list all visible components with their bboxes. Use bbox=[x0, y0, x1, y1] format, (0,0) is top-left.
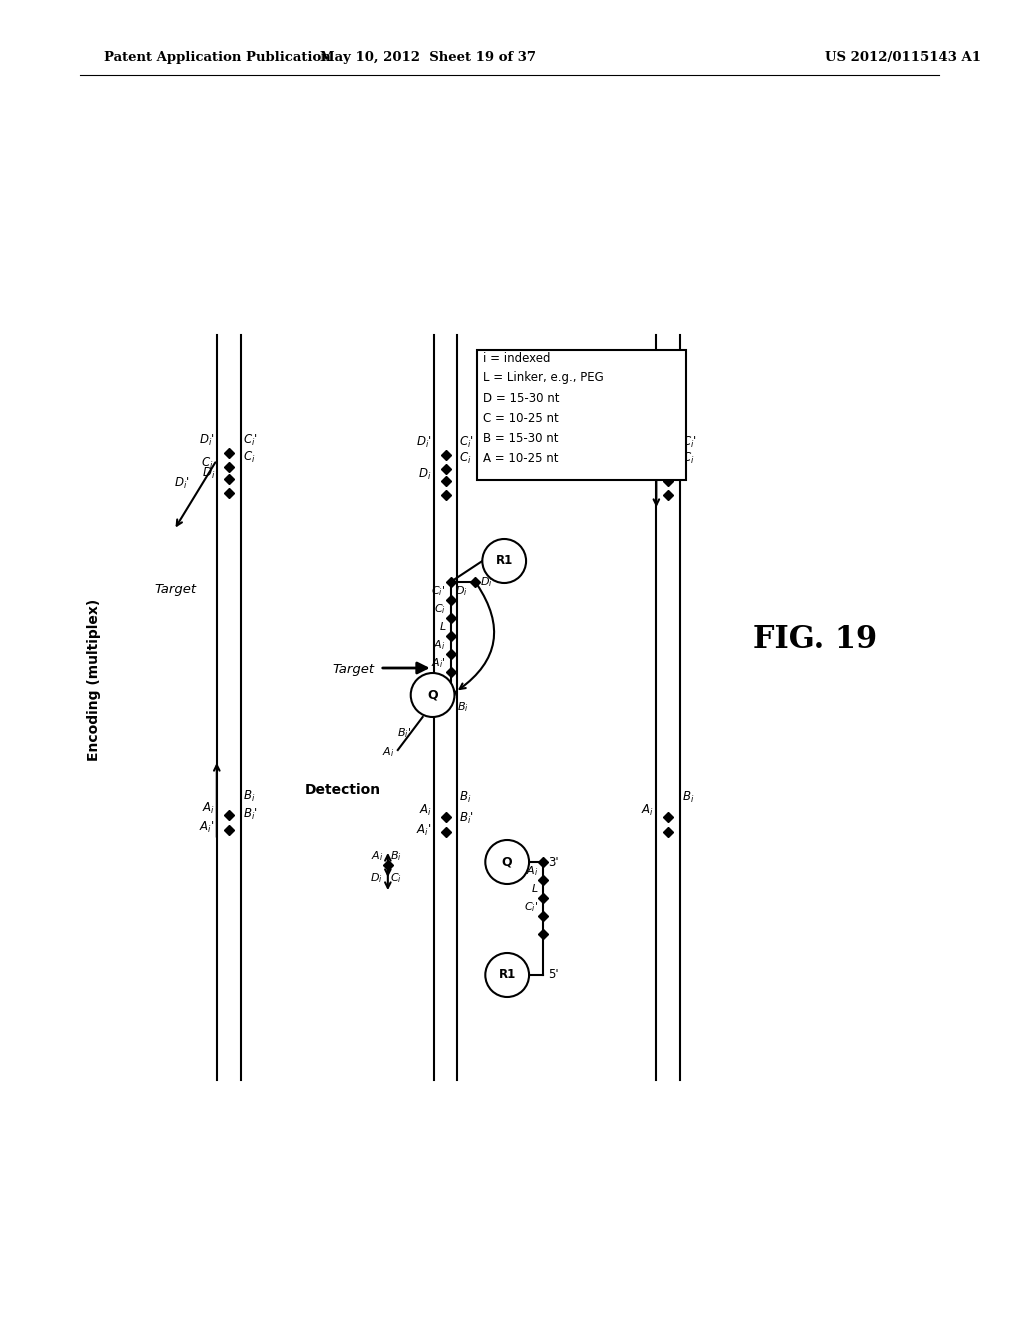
Text: $C_i$: $C_i$ bbox=[460, 450, 472, 466]
Text: $A_i$: $A_i$ bbox=[525, 865, 538, 878]
Text: L: L bbox=[531, 884, 538, 894]
Text: 3': 3' bbox=[548, 855, 558, 869]
Text: L = Linker, e.g., PEG: L = Linker, e.g., PEG bbox=[483, 371, 604, 384]
Text: Target: Target bbox=[154, 583, 196, 597]
Text: $D_i$: $D_i$ bbox=[480, 576, 493, 589]
Text: $D_i$': $D_i$' bbox=[639, 434, 654, 450]
Text: $D_i$': $D_i$' bbox=[174, 475, 189, 491]
Text: $D_i$: $D_i$ bbox=[202, 466, 215, 480]
Text: $A_i$': $A_i$' bbox=[416, 822, 431, 838]
Text: $A_i$: $A_i$ bbox=[383, 744, 395, 759]
Text: Q: Q bbox=[502, 855, 512, 869]
Text: $A_i$: $A_i$ bbox=[202, 800, 215, 816]
Text: $D_i$': $D_i$' bbox=[416, 434, 431, 450]
Text: $D_i$: $D_i$ bbox=[641, 466, 654, 482]
Text: i = indexed: i = indexed bbox=[483, 351, 551, 364]
Text: $C_i$': $C_i$' bbox=[431, 583, 445, 598]
Text: $A_i$': $A_i$' bbox=[431, 656, 445, 671]
Text: $C_i$: $C_i$ bbox=[243, 449, 255, 465]
Text: $A_i$: $A_i$ bbox=[419, 803, 431, 817]
Text: L: L bbox=[439, 622, 445, 632]
Circle shape bbox=[482, 539, 526, 583]
Text: US 2012/0115143 A1: US 2012/0115143 A1 bbox=[825, 51, 981, 65]
Text: $C_i$: $C_i$ bbox=[201, 455, 213, 470]
Text: $A_i$': $A_i$' bbox=[200, 820, 215, 834]
Circle shape bbox=[411, 673, 455, 717]
Text: $B_i$: $B_i$ bbox=[682, 789, 694, 805]
Text: FIG. 19: FIG. 19 bbox=[754, 624, 878, 656]
Text: Encoding (multiplex): Encoding (multiplex) bbox=[87, 599, 101, 762]
Text: $C_i$': $C_i$' bbox=[524, 900, 538, 913]
Text: B = 15-30 nt: B = 15-30 nt bbox=[483, 432, 559, 445]
Text: 5': 5' bbox=[548, 969, 558, 982]
Text: $B_i$: $B_i$ bbox=[243, 788, 255, 804]
Circle shape bbox=[485, 840, 529, 884]
Text: $A_i$: $A_i$ bbox=[371, 849, 383, 863]
Text: $D_i$: $D_i$ bbox=[419, 466, 431, 482]
Text: $D_i$: $D_i$ bbox=[371, 871, 383, 884]
Text: Target: Target bbox=[333, 664, 375, 676]
Text: R1: R1 bbox=[499, 969, 516, 982]
Text: A = 10-25 nt: A = 10-25 nt bbox=[483, 451, 559, 465]
Text: R1: R1 bbox=[496, 554, 513, 568]
Text: $B_i$': $B_i$' bbox=[396, 726, 411, 741]
Text: $B_i$: $B_i$ bbox=[460, 789, 472, 805]
Text: $B_i$': $B_i$' bbox=[243, 807, 257, 821]
Text: $B_i$': $B_i$' bbox=[460, 810, 474, 825]
Text: $C_i$': $C_i$' bbox=[460, 434, 474, 450]
Text: $B_i$: $B_i$ bbox=[458, 700, 469, 714]
FancyBboxPatch shape bbox=[477, 350, 686, 480]
Text: $D_i$: $D_i$ bbox=[456, 583, 468, 598]
Text: Patent Application Publication: Patent Application Publication bbox=[104, 51, 331, 65]
Text: C = 10-25 nt: C = 10-25 nt bbox=[483, 412, 559, 425]
Text: $A_i$: $A_i$ bbox=[433, 638, 445, 652]
Text: $D_i$': $D_i$' bbox=[199, 433, 215, 447]
Text: $C_i$: $C_i$ bbox=[390, 871, 401, 884]
Text: $A_i$: $A_i$ bbox=[641, 803, 654, 817]
Text: $C_i$: $C_i$ bbox=[433, 602, 445, 616]
Text: $B_i$': $B_i$' bbox=[431, 675, 445, 688]
Text: $B_i$: $B_i$ bbox=[390, 849, 401, 863]
Text: Q: Q bbox=[427, 689, 438, 701]
Text: May 10, 2012  Sheet 19 of 37: May 10, 2012 Sheet 19 of 37 bbox=[319, 51, 536, 65]
Text: $C_i$: $C_i$ bbox=[682, 450, 694, 466]
Circle shape bbox=[485, 953, 529, 997]
Text: D = 15-30 nt: D = 15-30 nt bbox=[483, 392, 560, 404]
Text: $C_i$': $C_i$' bbox=[682, 434, 697, 450]
Text: Detection: Detection bbox=[305, 783, 381, 797]
Text: $C_i$': $C_i$' bbox=[243, 433, 258, 447]
